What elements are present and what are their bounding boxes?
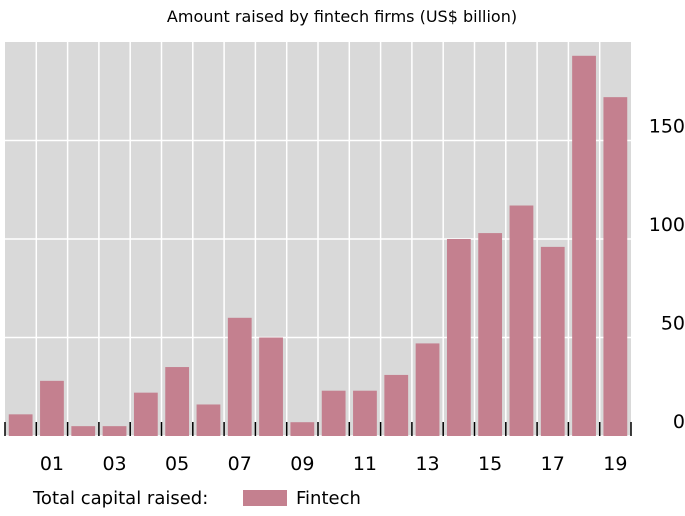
bar xyxy=(8,414,33,436)
x-tick-label: 19 xyxy=(603,453,627,475)
bar xyxy=(478,233,503,436)
x-tick-label: 03 xyxy=(102,453,126,475)
bar xyxy=(415,343,440,436)
bar xyxy=(603,97,628,436)
bar xyxy=(321,390,346,436)
x-tick-label: 01 xyxy=(40,453,64,475)
y-tick-label: 150 xyxy=(649,116,685,138)
bar xyxy=(133,392,158,436)
bar xyxy=(540,246,565,436)
x-tick-label: 13 xyxy=(415,453,439,475)
x-tick-label: 15 xyxy=(478,453,502,475)
bar xyxy=(572,55,596,436)
legend-swatch xyxy=(243,490,287,506)
bar xyxy=(353,390,377,436)
bar xyxy=(384,374,409,436)
legend-label: Fintech xyxy=(296,488,361,509)
chart-title: Amount raised by fintech firms (US$ bill… xyxy=(167,7,517,26)
x-tick-label: 09 xyxy=(290,453,314,475)
x-tick-label: 07 xyxy=(228,453,252,475)
y-tick-label: 50 xyxy=(661,313,685,335)
x-tick-label: 17 xyxy=(541,453,565,475)
bar xyxy=(196,404,221,436)
bar xyxy=(71,426,96,436)
bar xyxy=(102,426,127,436)
bar xyxy=(165,367,190,436)
y-tick-label: 0 xyxy=(673,411,685,433)
x-tick-label: 11 xyxy=(353,453,377,475)
bar xyxy=(290,422,315,436)
bar xyxy=(446,239,471,436)
bar xyxy=(40,380,64,436)
bar xyxy=(259,337,283,436)
bar xyxy=(509,205,534,436)
bar xyxy=(227,317,252,436)
x-tick-label: 05 xyxy=(165,453,189,475)
legend-title: Total capital raised: xyxy=(32,488,208,509)
y-tick-label: 100 xyxy=(649,214,685,236)
